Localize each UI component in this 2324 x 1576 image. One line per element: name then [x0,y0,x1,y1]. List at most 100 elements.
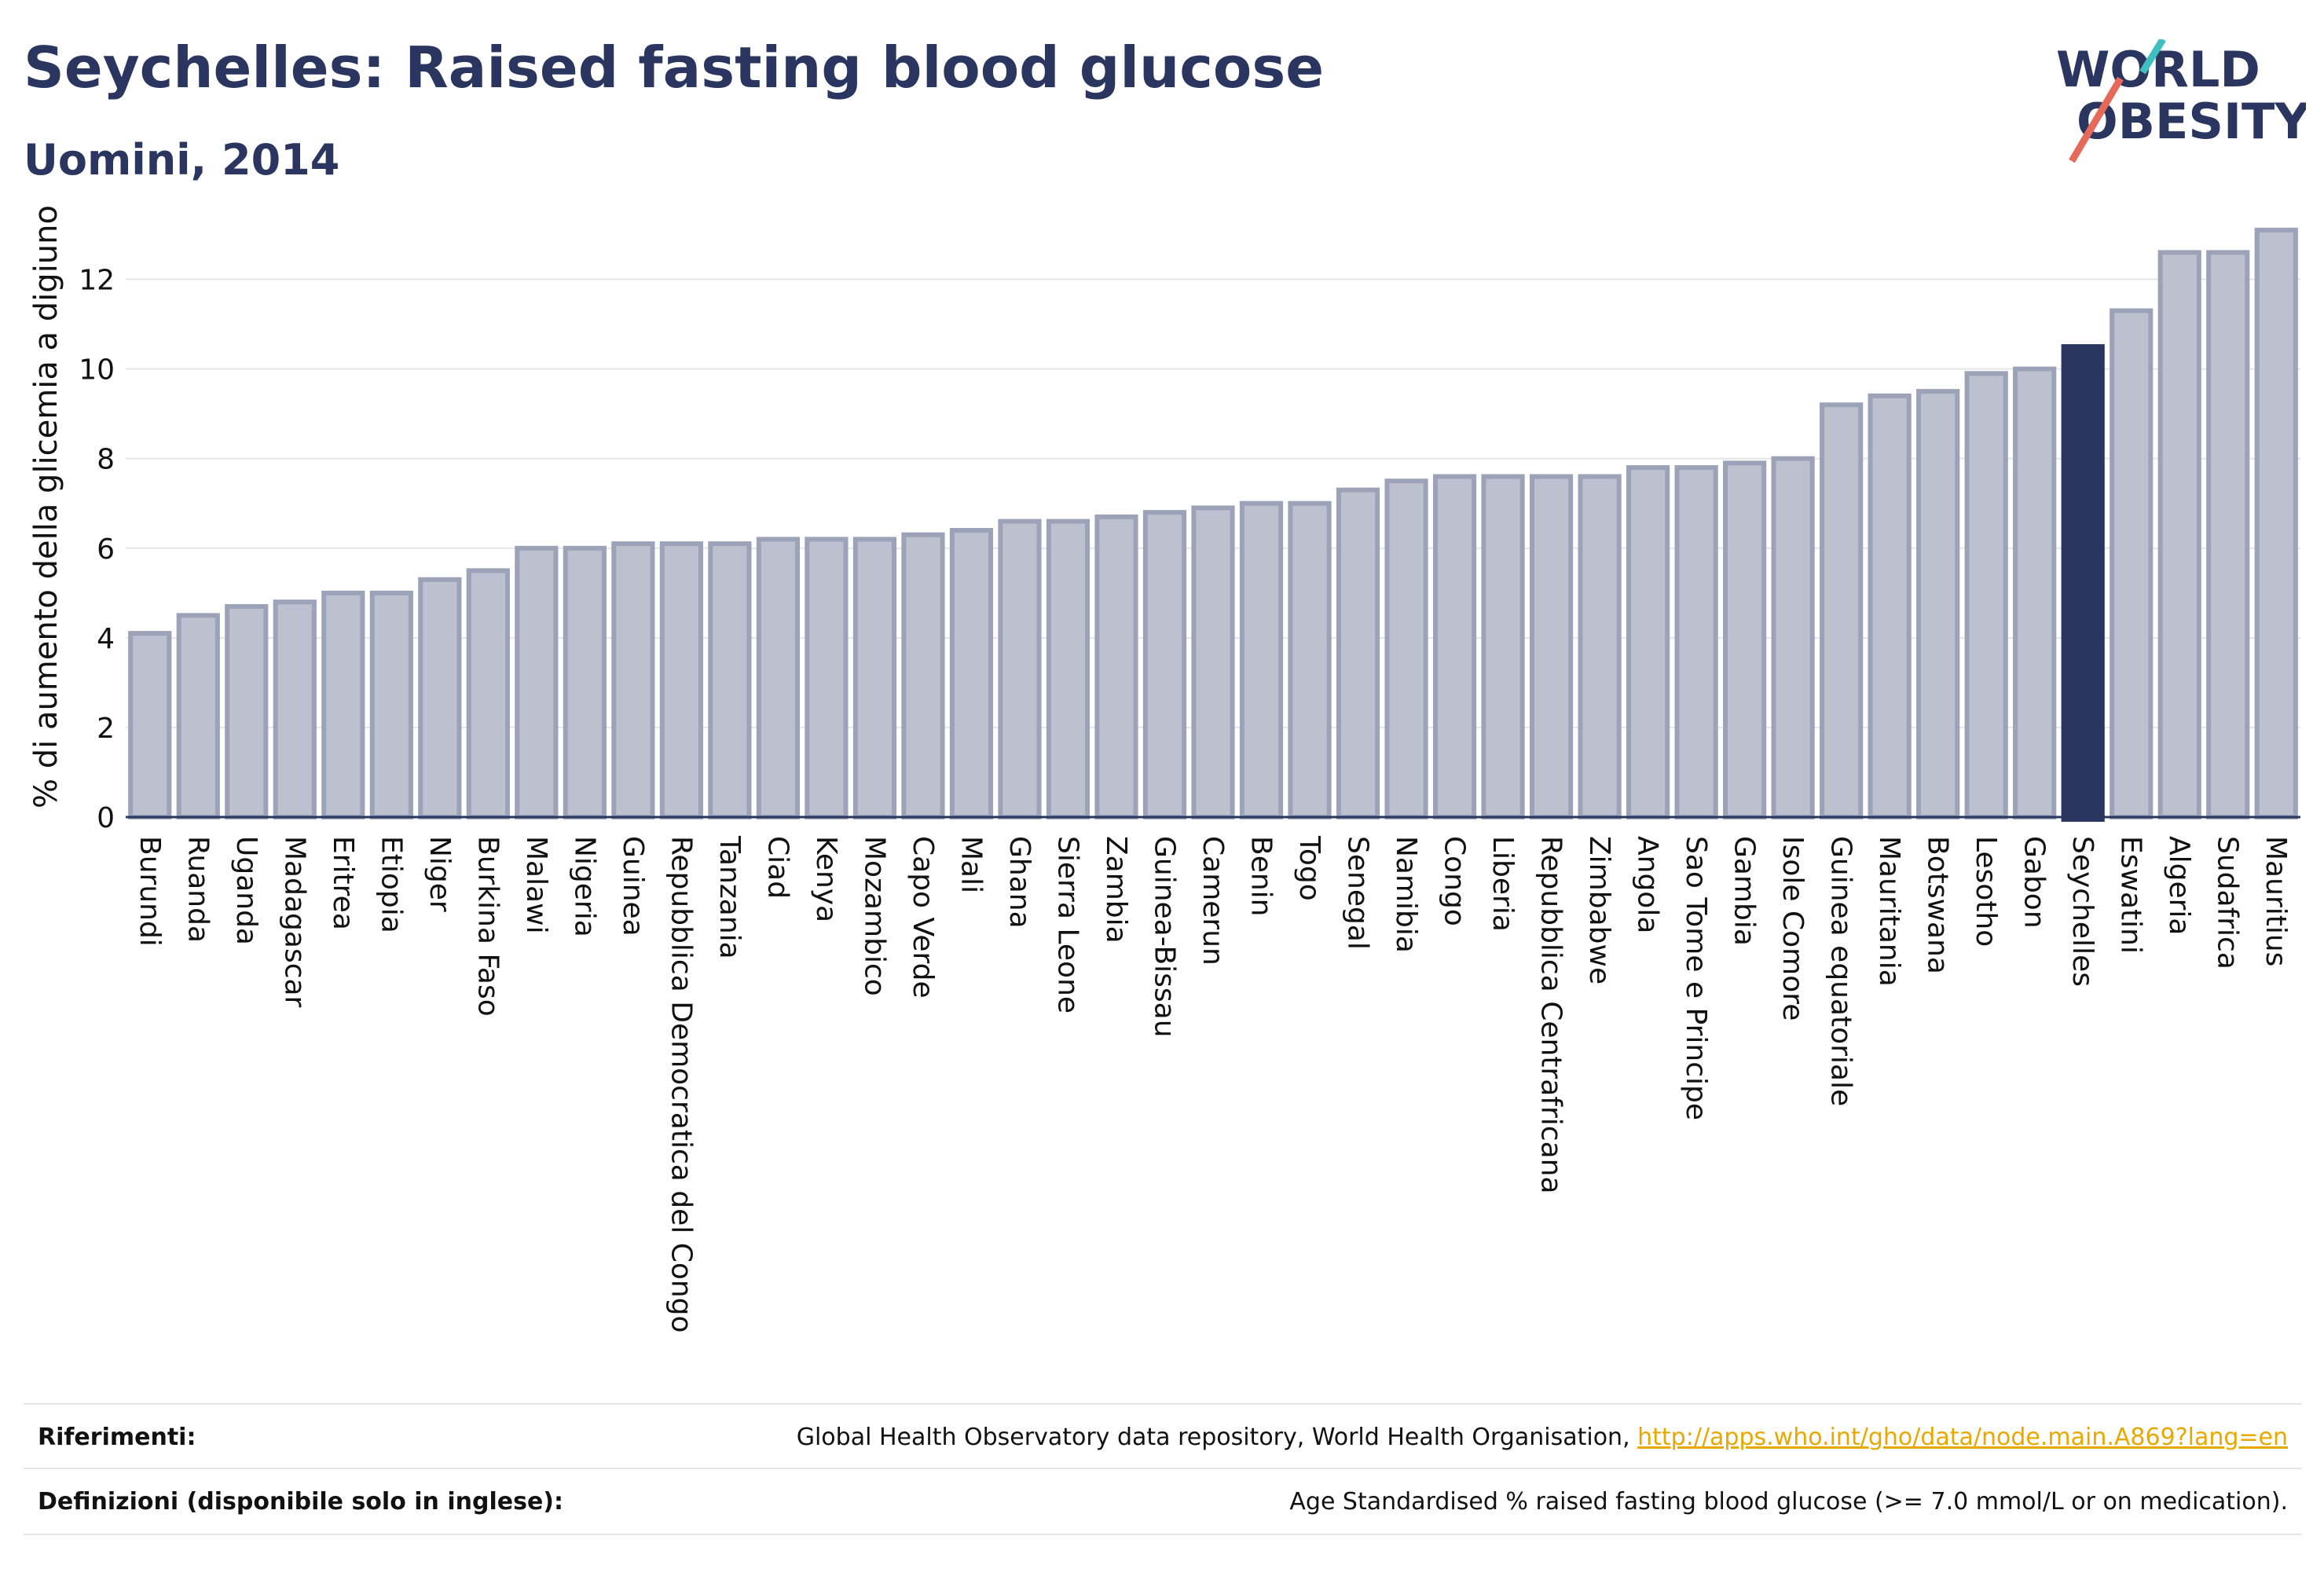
x-tick-label: Congo [1439,836,1471,926]
definitions-text: Age Standardised % raised fasting blood … [1289,1487,2288,1516]
bar [1868,393,1912,819]
x-tick-label: Tanzania [713,835,746,959]
bar [1288,500,1332,819]
bar [611,541,655,820]
y-tick-label: 0 [97,802,115,834]
references-label: Riferimenti: [38,1423,196,1451]
y-tick-label: 6 [97,533,115,566]
y-tick-label: 12 [79,265,115,297]
logo-slash-teal [2139,39,2166,75]
chart-title: Seychelles: Raised fasting blood glucose [24,35,1325,101]
x-tick-label: Repubblica Centrafricana [1535,836,1567,1194]
x-tick-label: Botswana [1922,836,1954,974]
bar [225,603,269,819]
bar [1481,474,1525,819]
x-tick-label: Lesotho [1970,836,2002,947]
bar [1529,474,1574,819]
bar [1384,478,1428,819]
bar [2206,250,2250,820]
y-tick-label: 4 [97,623,115,655]
x-tick-label: Togo [1293,835,1325,901]
x-tick-label: Liberia [1486,836,1519,932]
references-value: Global Health Observatory data repositor… [797,1424,2302,1451]
x-tick-label: Senegal [1342,836,1374,950]
bar [418,577,462,819]
x-tick-label: Ciad [761,836,794,899]
bar [1046,519,1091,819]
x-tick-label: Burkina Faso [471,836,504,1017]
bar [563,545,607,819]
bar [756,537,801,819]
bar [1674,465,1718,819]
bar [805,537,849,819]
x-axis-labels: Burundi Ruanda Uganda Madagascar Eritrea Etio… [134,835,2292,1333]
bar-chart: 0 2 4 6 8 10 12 Burundi Ruanda Uganda Madagascar E… [28,205,2300,1333]
bar [1578,474,1622,819]
bar [369,590,413,819]
x-tick-label: Guinea-Bissau [1148,836,1180,1038]
x-tick-label: Sierra Leone [1051,836,1083,1013]
bar [321,590,365,819]
x-tick-label: Zimbabwe [1583,836,1615,984]
x-tick-label: Ghana [1003,836,1036,929]
x-tick-label: Namibia [1390,836,1422,953]
definitions-row: Definizioni (disponibile solo in inglese… [24,1468,2302,1535]
x-tick-label: Capo Verde [907,836,939,999]
x-tick-label: Camerun [1197,836,1229,966]
x-tick-label: Mauritania [1873,836,1905,987]
chart-subtitle: Uomini, 2014 [24,135,340,185]
bar [1432,474,1477,819]
logo-line-2: OBESITY [2077,93,2306,150]
y-tick-label: 10 [79,354,115,387]
x-tick-label: Mali [955,836,987,893]
y-tick-label: 8 [97,444,115,476]
x-tick-label: Gambia [1728,836,1761,946]
bar [466,568,510,820]
x-tick-label: Burundi [134,836,166,947]
bar [176,613,220,819]
x-tick-label: Uganda [230,836,262,945]
x-tick-label: Sao Tome e Principe [1680,836,1712,1120]
x-tick-label: Niger [423,836,456,912]
bar [273,599,317,819]
bar [128,631,172,819]
bar [1723,460,1767,819]
x-tick-label: Repubblica Democratica del Congo [665,836,697,1333]
x-tick-label: Mauritius [2260,836,2292,966]
bar [708,541,752,820]
references-link[interactable]: http://apps.who.int/gho/data/node.main.A… [1637,1423,2288,1451]
bar [998,519,1042,819]
bar [1094,514,1138,820]
bar-highlight [2061,344,2105,823]
bar [1142,510,1187,819]
x-tick-label: Ruanda [181,836,214,943]
bar [852,537,897,819]
x-tick-label: Malawi [520,836,552,934]
x-tick-label: Algeria [2163,836,2195,936]
x-tick-label: Etiopia [375,836,407,933]
y-axis-ticks: 0 2 4 6 8 10 12 [79,265,115,834]
x-tick-label: Sudafrica [2212,836,2244,969]
bar [1239,500,1284,819]
bar [2157,250,2201,820]
world-obesity-logo: WORLD OBESITY [2056,39,2306,163]
bar [1191,505,1235,819]
x-tick-label: Kenya [810,836,842,922]
bar [1916,389,1960,820]
x-tick-label: Benin [1245,836,1277,916]
x-tick-label: Isole Comore [1776,836,1809,1021]
references-text: Global Health Observatory data repositor… [796,1423,1638,1451]
bar [2254,227,2298,819]
bar [949,527,994,819]
bar [1626,465,1670,819]
x-tick-label: Madagascar [278,836,310,1008]
bar [1820,402,1864,819]
x-tick-label: Nigeria [568,836,600,937]
logo-slash-coral [2069,76,2124,163]
x-tick-label: Eritrea [327,836,359,930]
bar [1964,371,2008,820]
x-tick-label: Seychelles [2066,836,2099,987]
bar [659,541,703,820]
bar [2110,308,2154,819]
x-tick-label: Zambia [1100,836,1132,944]
